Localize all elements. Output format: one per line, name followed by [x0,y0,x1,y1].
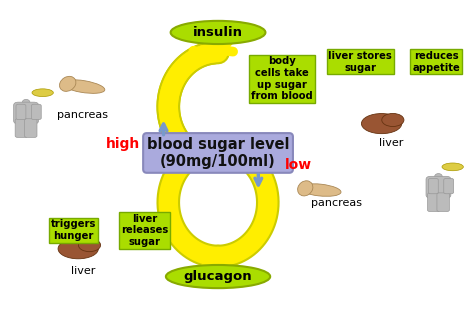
Text: reduces
appetite: reduces appetite [412,51,460,73]
Ellipse shape [32,89,53,97]
Ellipse shape [166,265,270,288]
FancyBboxPatch shape [444,178,454,194]
FancyBboxPatch shape [437,193,449,212]
Ellipse shape [58,239,99,259]
FancyBboxPatch shape [426,176,451,198]
Text: blood sugar level
(90mg/100ml): blood sugar level (90mg/100ml) [147,137,289,169]
Ellipse shape [299,184,341,196]
Ellipse shape [22,99,30,106]
FancyBboxPatch shape [16,104,26,120]
Text: liver
releases
sugar: liver releases sugar [121,214,168,247]
FancyBboxPatch shape [14,102,38,124]
FancyBboxPatch shape [428,193,440,212]
FancyBboxPatch shape [15,119,27,138]
FancyBboxPatch shape [25,119,37,138]
Ellipse shape [171,21,265,44]
Ellipse shape [60,76,76,91]
FancyBboxPatch shape [31,104,41,120]
Ellipse shape [382,113,404,126]
Ellipse shape [61,80,105,93]
Ellipse shape [362,114,402,134]
Text: low: low [284,158,311,172]
Text: glucagon: glucagon [184,270,252,283]
Text: triggers
hunger: triggers hunger [51,219,96,241]
Ellipse shape [435,174,442,180]
Text: high: high [106,137,140,151]
Text: insulin: insulin [193,26,243,39]
Text: liver: liver [379,138,403,147]
FancyBboxPatch shape [428,178,438,194]
Text: pancreas: pancreas [311,198,362,208]
Ellipse shape [298,181,313,196]
Text: liver: liver [71,266,95,276]
Ellipse shape [442,163,463,171]
Text: liver stores
sugar: liver stores sugar [328,51,392,73]
Text: pancreas: pancreas [57,110,109,120]
Text: body
cells take
up sugar
from blood: body cells take up sugar from blood [251,57,313,101]
Ellipse shape [78,239,100,252]
